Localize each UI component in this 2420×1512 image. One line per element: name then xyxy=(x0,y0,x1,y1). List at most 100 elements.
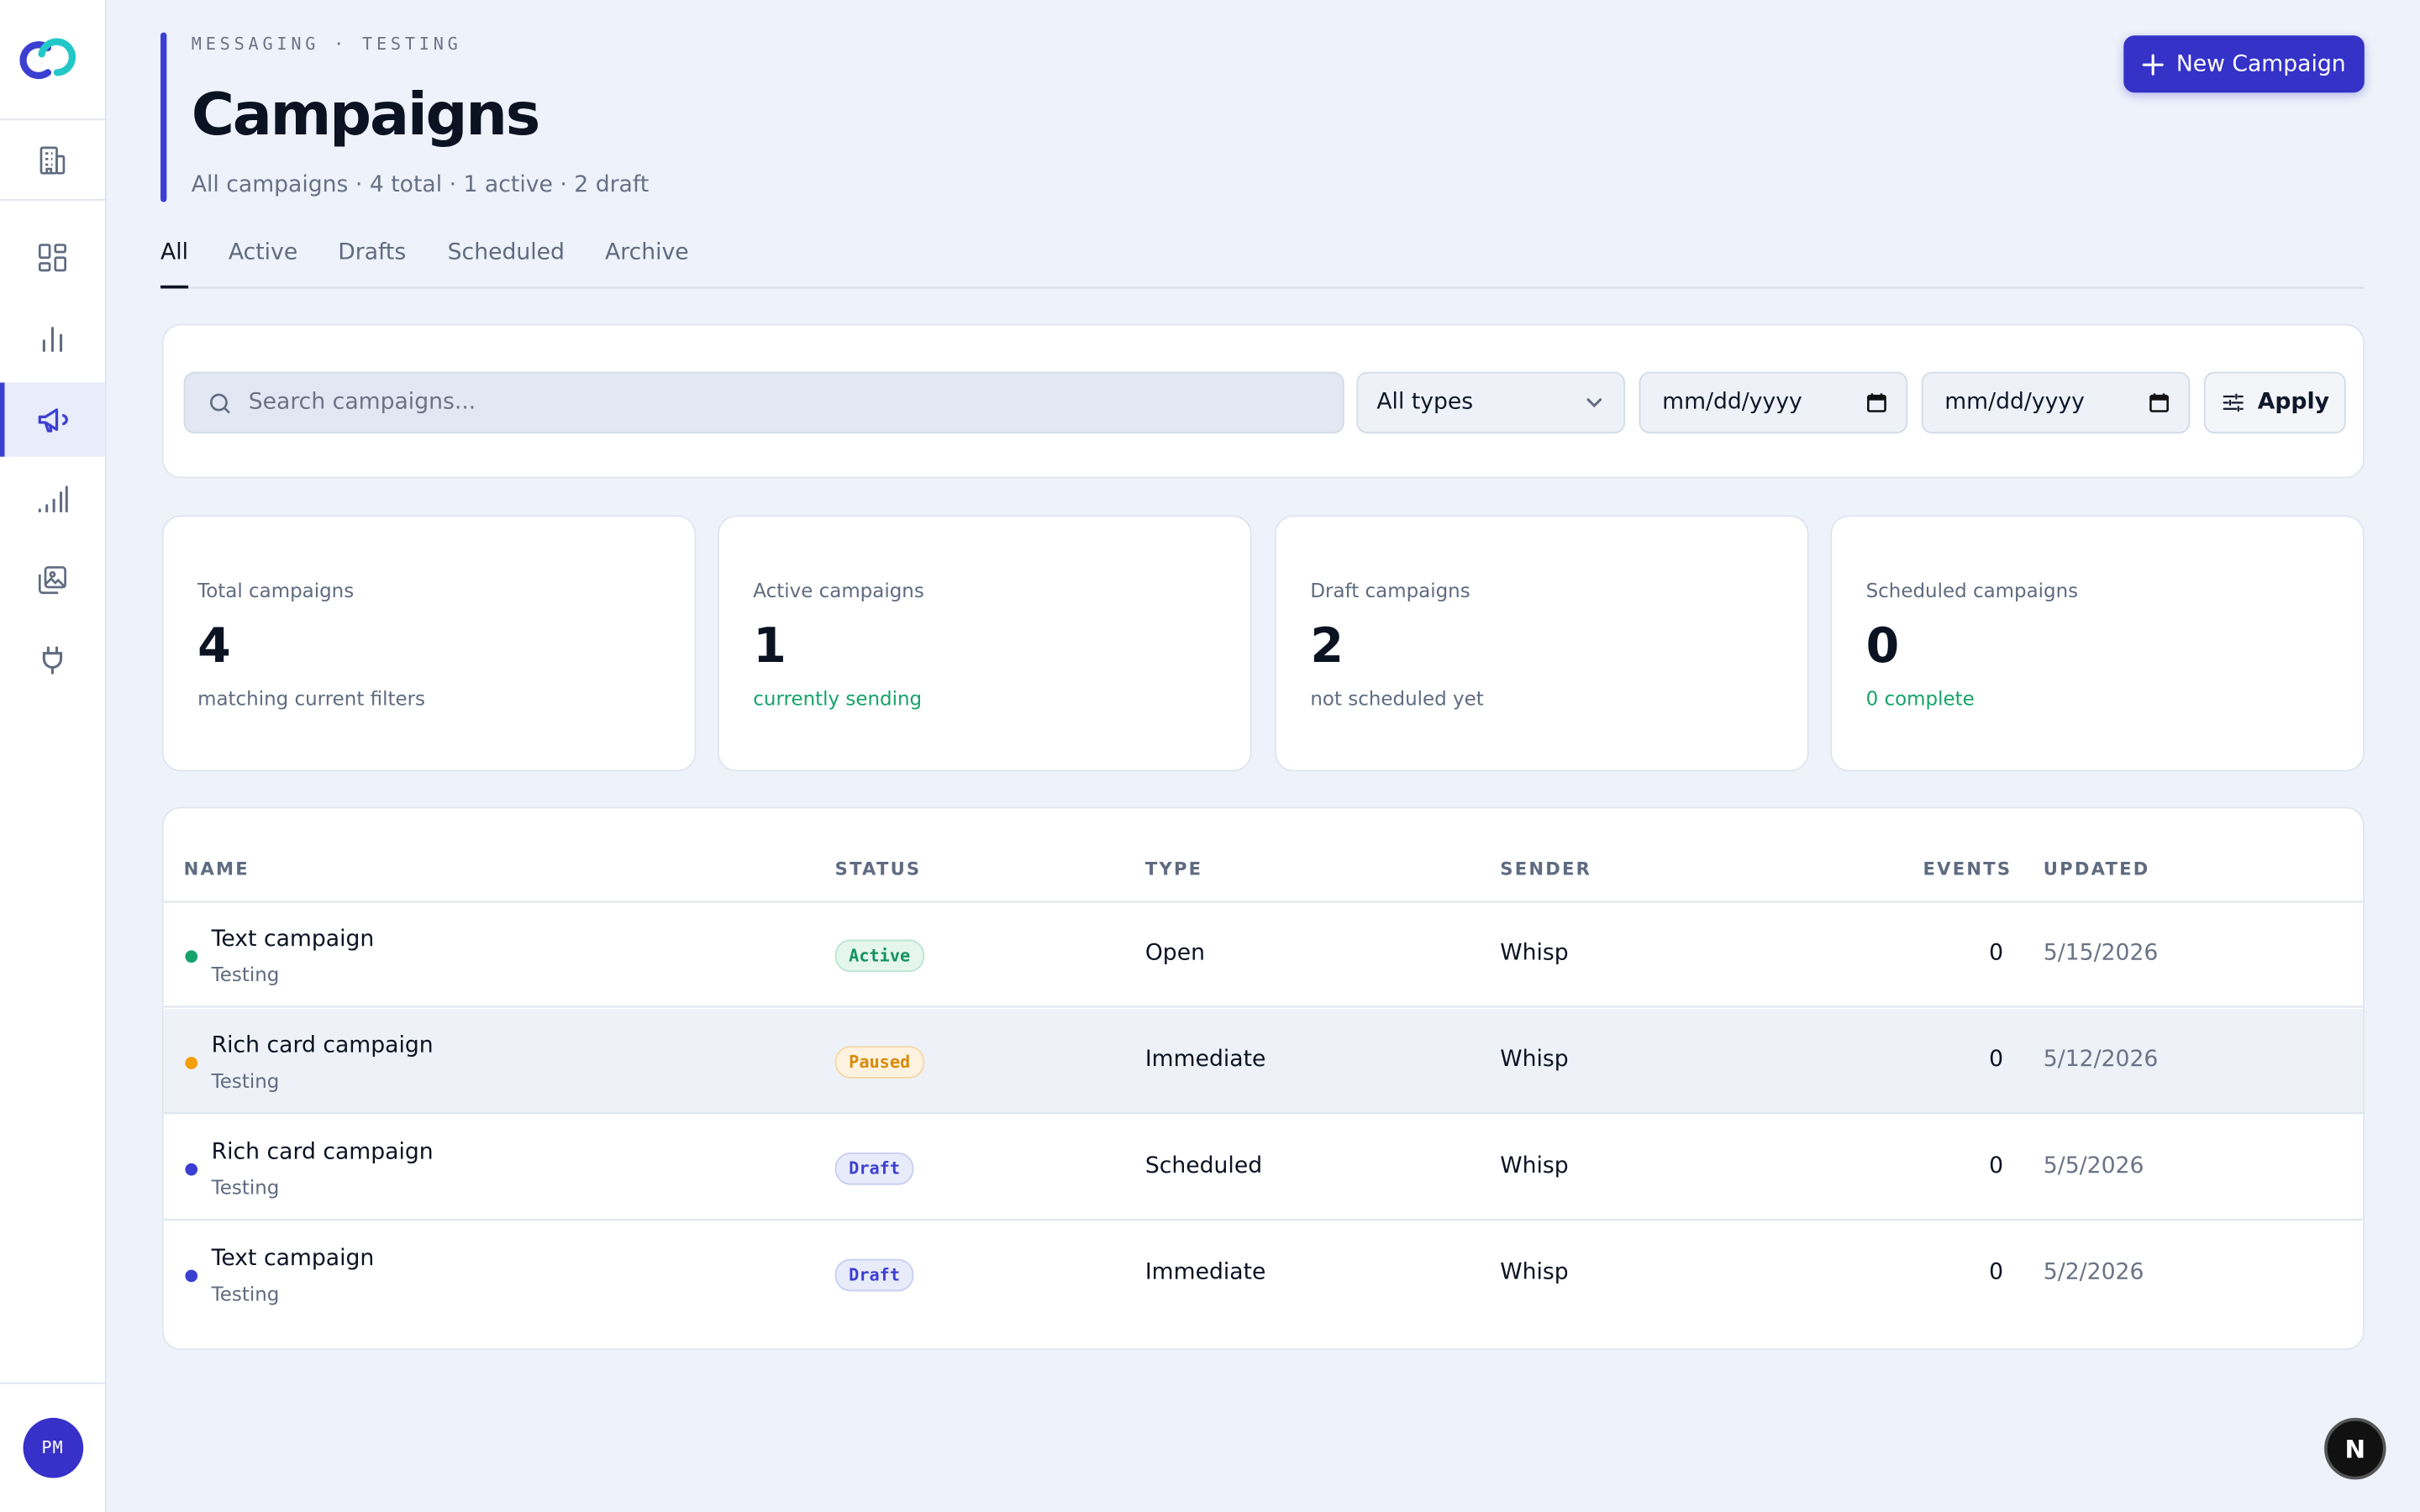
date-from-value: mm/dd/yyyy xyxy=(1662,390,1802,416)
campaign-project: Testing xyxy=(211,1175,280,1200)
campaign-sender: Whisp xyxy=(1500,1260,1569,1285)
stat-card-scheduled: Scheduled campaigns 0 0 complete xyxy=(1830,515,2365,772)
column-header-updated[interactable]: UPDATED xyxy=(2043,858,2150,879)
type-select-value: All types xyxy=(1376,390,1474,416)
search-input[interactable] xyxy=(248,390,1298,416)
new-campaign-button[interactable]: New Campaign xyxy=(2123,35,2365,93)
status-badge: Paused xyxy=(834,1046,924,1079)
campaign-name[interactable]: Rich card campaign xyxy=(211,1033,434,1058)
table-row[interactable]: Rich card campaign Testing Draft Schedul… xyxy=(163,1116,2363,1221)
dev-tools-button[interactable]: N xyxy=(2324,1417,2386,1480)
sidebar-item-dashboard[interactable] xyxy=(0,221,105,295)
sidebar-item-campaigns[interactable] xyxy=(0,382,105,457)
campaign-updated: 5/2/2026 xyxy=(2043,1260,2144,1285)
sidebar-item-signal[interactable] xyxy=(0,463,105,537)
stat-note: currently sending xyxy=(753,686,923,710)
sidebar-item-integrations[interactable] xyxy=(0,623,105,697)
campaign-type: Scheduled xyxy=(1144,1153,1263,1179)
sidebar: PM xyxy=(0,0,107,1512)
signal-icon xyxy=(38,486,68,513)
table-header-divider xyxy=(163,900,2363,903)
breadcrumb: MESSAGING · TESTING xyxy=(191,34,462,55)
sliders-icon xyxy=(2223,393,2244,412)
stat-label: Active campaigns xyxy=(753,578,924,602)
campaign-sender: Whisp xyxy=(1500,1153,1569,1179)
stat-value: 0 xyxy=(1865,618,1900,675)
date-from-field[interactable]: mm/dd/yyyy xyxy=(1639,371,1908,434)
column-header-type[interactable]: TYPE xyxy=(1144,858,1203,879)
tab-bar: All Active Drafts Scheduled Archive xyxy=(160,234,2365,289)
gallery-icon xyxy=(38,566,66,595)
campaign-updated: 5/12/2026 xyxy=(2043,1047,2159,1073)
chevron-down-icon xyxy=(1586,398,1602,408)
stat-card-draft: Draft campaigns 2 not scheduled yet xyxy=(1275,515,1809,772)
table-row[interactable]: Rich card campaign Testing Paused Immedi… xyxy=(163,1009,2363,1115)
date-to-value: mm/dd/yyyy xyxy=(1944,390,2085,416)
filter-bar: All types mm/dd/yyyy mm/dd/yyyy Apply xyxy=(161,323,2365,479)
sidebar-item-analytics[interactable] xyxy=(0,302,105,376)
column-header-sender[interactable]: SENDER xyxy=(1500,858,1592,879)
apply-button[interactable]: Apply xyxy=(2203,371,2346,434)
stat-note: not scheduled yet xyxy=(1310,686,1484,710)
page-title: Campaigns xyxy=(191,80,541,149)
table-row[interactable]: Text campaign Testing Active Open Whisp … xyxy=(163,902,2363,1008)
tab-archive[interactable]: Archive xyxy=(604,240,689,265)
megaphone-icon xyxy=(38,408,68,433)
campaign-project: Testing xyxy=(211,963,280,986)
apply-label: Apply xyxy=(2257,390,2329,416)
tab-active[interactable]: Active xyxy=(228,240,298,265)
campaign-name[interactable]: Text campaign xyxy=(211,927,375,953)
logo[interactable] xyxy=(0,0,105,121)
stat-card-total: Total campaigns 4 matching current filte… xyxy=(161,515,697,772)
campaign-updated: 5/15/2026 xyxy=(2043,941,2159,966)
status-badge: Draft xyxy=(834,1258,914,1292)
status-dot xyxy=(185,1269,198,1283)
stat-note: matching current filters xyxy=(197,686,426,710)
stat-label: Scheduled campaigns xyxy=(1865,578,2079,602)
status-dot xyxy=(185,1057,198,1069)
tab-drafts[interactable]: Drafts xyxy=(338,240,407,265)
campaign-events: 0 xyxy=(1989,1260,2004,1285)
campaign-name[interactable]: Rich card campaign xyxy=(211,1140,434,1165)
status-dot xyxy=(185,950,198,963)
campaign-updated: 5/5/2026 xyxy=(2043,1153,2144,1179)
calendar-icon[interactable] xyxy=(2149,392,2170,414)
tab-scheduled[interactable]: Scheduled xyxy=(447,240,565,265)
table-row[interactable]: Text campaign Testing Draft Immediate Wh… xyxy=(164,1222,2363,1327)
grid-icon xyxy=(38,244,66,272)
date-to-field[interactable]: mm/dd/yyyy xyxy=(1921,371,2191,434)
campaign-type: Immediate xyxy=(1144,1260,1266,1285)
campaign-project: Testing xyxy=(211,1282,280,1305)
column-header-name[interactable]: NAME xyxy=(183,858,250,879)
campaign-events: 0 xyxy=(1989,941,2004,966)
column-header-status[interactable]: STATUS xyxy=(834,858,922,879)
plus-icon xyxy=(2142,53,2164,75)
stat-card-active: Active campaigns 1 currently sending xyxy=(718,515,1252,772)
campaign-events: 0 xyxy=(1989,1153,2004,1179)
column-header-events[interactable]: EVENTS xyxy=(1923,858,2012,879)
campaign-type: Open xyxy=(1144,941,1205,966)
plug-icon xyxy=(42,646,63,675)
sidebar-item-organization[interactable] xyxy=(0,120,105,201)
stat-label: Draft campaigns xyxy=(1310,578,1470,602)
campaign-name[interactable]: Text campaign xyxy=(211,1247,375,1272)
status-dot xyxy=(185,1163,198,1176)
building-icon xyxy=(39,145,66,174)
page-subtitle: All campaigns · 4 total · 1 active · 2 d… xyxy=(191,172,650,198)
stat-note: 0 complete xyxy=(1865,686,1975,710)
search-box[interactable] xyxy=(183,371,1344,434)
avatar[interactable]: PM xyxy=(22,1417,83,1478)
campaign-events: 0 xyxy=(1989,1047,2004,1073)
tab-all[interactable]: All xyxy=(160,241,188,289)
campaign-sender: Whisp xyxy=(1500,941,1569,966)
calendar-icon[interactable] xyxy=(1866,392,1888,414)
new-campaign-label: New Campaign xyxy=(2175,51,2346,76)
user-menu[interactable]: PM xyxy=(0,1382,105,1512)
type-select[interactable]: All types xyxy=(1356,371,1626,434)
stat-value: 1 xyxy=(753,618,786,675)
logo-icon xyxy=(19,37,76,79)
bar-chart-icon xyxy=(42,327,63,353)
campaigns-table: NAME STATUS TYPE SENDER EVENTS UPDATED T… xyxy=(161,806,2365,1351)
sidebar-item-media[interactable] xyxy=(0,543,105,617)
